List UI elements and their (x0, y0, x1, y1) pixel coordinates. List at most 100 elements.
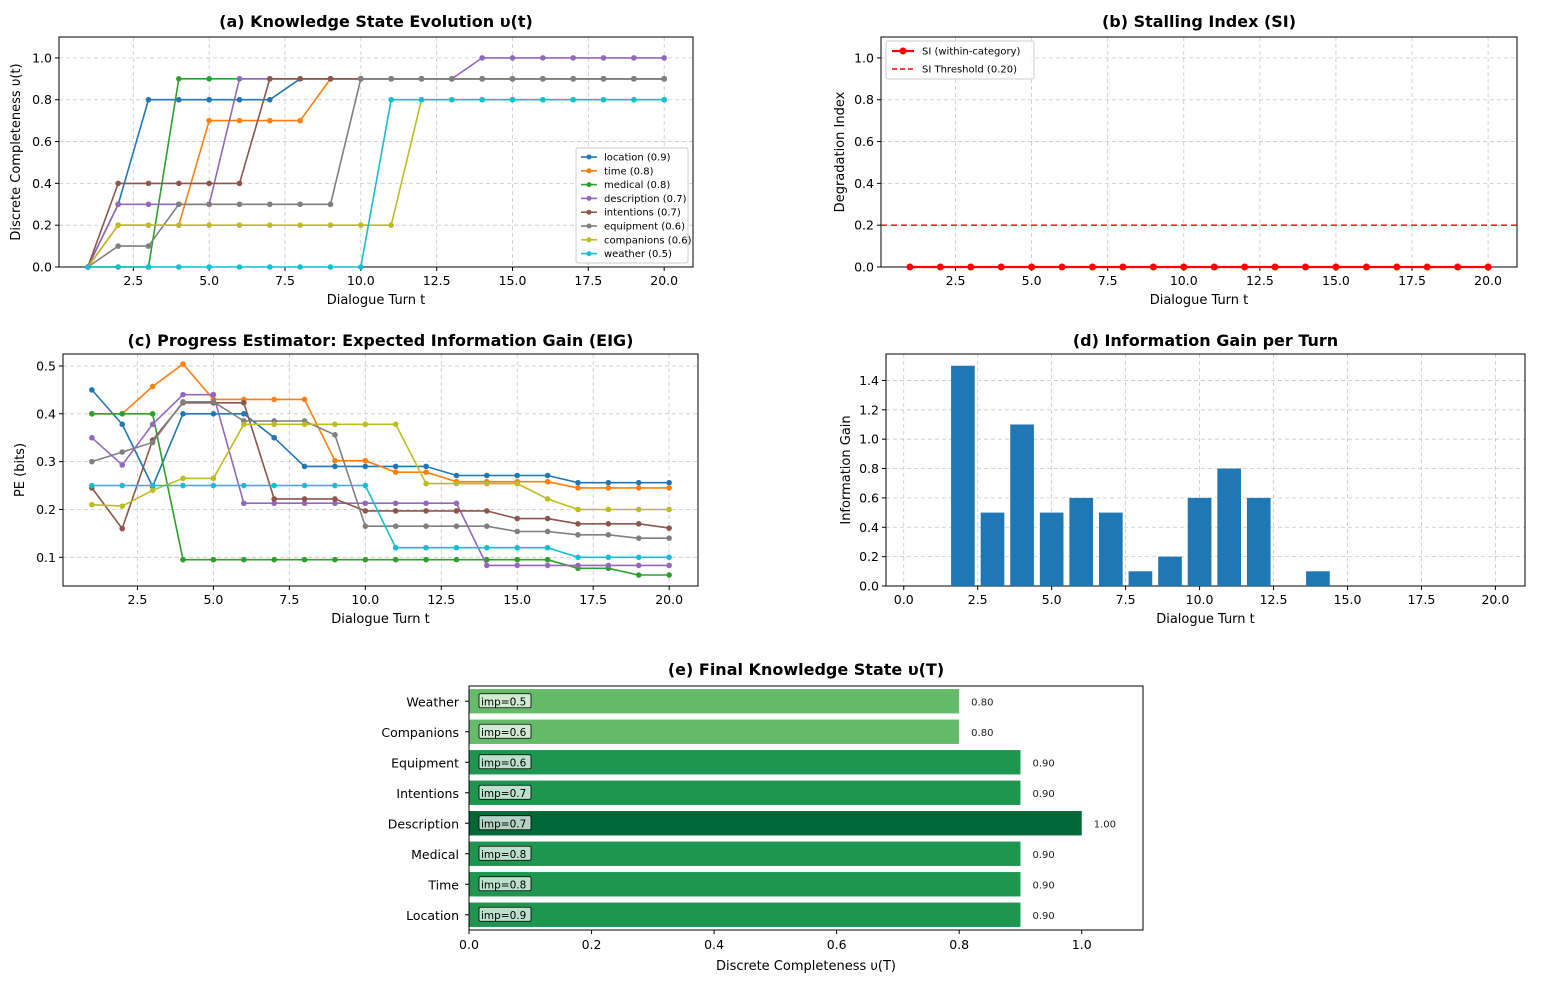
x-tick-label: 0.6 (827, 937, 847, 952)
data-point (267, 264, 273, 270)
data-label: 0.90 (1032, 758, 1054, 769)
chart-d-information-gain: 0.0 2.5 5.0 7.5 10.0 12.5 15.0 17.5 20.0 0.0 0.2 0.… (839, 331, 1526, 627)
bar (1039, 512, 1064, 586)
data-point (484, 508, 490, 514)
y-tick-label: 0.8 (854, 92, 874, 107)
plot-frame (58, 36, 694, 268)
y-tick-label: 1.2 (859, 402, 879, 417)
data-point (1119, 263, 1127, 271)
data-point (631, 76, 637, 82)
legend-marker (586, 237, 592, 243)
data-point (206, 201, 212, 208)
chart-title: (e) Final Knowledge State υ(T) (668, 660, 944, 679)
data-point (544, 472, 551, 479)
data-point (1484, 263, 1492, 271)
legend-marker (586, 251, 592, 257)
data-point (271, 500, 277, 507)
data-point (453, 523, 460, 530)
legend-entry: medical (0.8) (604, 180, 670, 191)
data-point (392, 463, 399, 470)
bar (469, 780, 1021, 805)
data-point (240, 399, 247, 406)
legend-marker (586, 154, 592, 160)
data-point (358, 222, 364, 228)
x-tick-label: 0.0 (459, 937, 479, 952)
data-point (575, 485, 581, 491)
importance-label: imp=0.6 (481, 727, 527, 739)
data-point (210, 482, 217, 489)
legend-entry: intentions (0.7) (604, 208, 681, 219)
chart-a-knowledge-state-evolution: 2.5 5.0 7.5 10.0 12.5 15.0 17.5 20.0 0.0 0.2 0.4 0.… (9, 12, 694, 308)
data-point (210, 556, 217, 563)
importance-badge (478, 906, 532, 922)
bar (469, 719, 960, 744)
bar (469, 841, 1021, 866)
data-point (267, 117, 273, 124)
data-point (362, 482, 369, 489)
data-point (484, 544, 490, 551)
data-point (327, 264, 334, 270)
bar (469, 750, 1021, 775)
data-point (605, 479, 612, 486)
y-tick-label: 1.0 (854, 50, 874, 65)
legend-entry: SI (within-category) (922, 47, 1021, 58)
data-point (575, 479, 581, 486)
x-tick-label: 5.0 (199, 273, 219, 288)
data-point (605, 554, 612, 561)
data-point (453, 556, 460, 563)
data-point (453, 480, 460, 487)
data-point (514, 472, 521, 479)
x-tick-label: 17.5 (1398, 273, 1426, 288)
data-point (149, 421, 156, 428)
importance-label: imp=0.6 (481, 757, 527, 769)
bar (469, 902, 1021, 927)
data-label: 0.90 (1032, 911, 1054, 922)
data-point (301, 396, 308, 403)
importance-badge (478, 876, 532, 892)
x-tick-label: 0.2 (582, 937, 602, 952)
legend-marker (586, 223, 592, 229)
bar (469, 811, 1082, 836)
data-point (362, 523, 369, 530)
x-tick-label: 2.5 (123, 273, 143, 288)
data-point (176, 96, 182, 103)
y-tick-label: Time (427, 877, 459, 892)
data-point (271, 396, 277, 403)
data-point (327, 222, 334, 228)
data-point (332, 432, 338, 438)
data-point (605, 532, 612, 538)
data-point (509, 55, 516, 61)
chart-c-progress-estimator: 2.5 5.0 7.5 10.0 12.5 15.0 17.5 20.0 0.1 0.2 0.3 0.… (13, 331, 699, 627)
data-point (119, 421, 126, 428)
importance-label: imp=0.9 (481, 910, 526, 922)
x-tick-label: 15.0 (503, 592, 531, 607)
data-point (392, 544, 399, 551)
data-point (332, 457, 338, 464)
data-point (392, 469, 399, 475)
x-tick-label: 12.5 (423, 273, 451, 288)
x-tick-label: 10.0 (1186, 592, 1214, 607)
data-point (271, 496, 277, 502)
x-tick-label: 15.0 (1334, 592, 1362, 607)
data-point (967, 263, 975, 271)
x-tick-label: 12.5 (1246, 273, 1274, 288)
series-line (91, 389, 670, 489)
data-point (484, 480, 490, 487)
importance-badge (478, 723, 532, 739)
bar (1306, 571, 1330, 586)
data-point (301, 500, 308, 507)
data-point (605, 506, 612, 513)
data-point (423, 508, 429, 514)
data-point (392, 508, 399, 514)
data-point (666, 479, 672, 486)
data-point (297, 201, 303, 208)
data-point (1180, 263, 1188, 271)
data-point (176, 201, 182, 208)
data-point (453, 472, 460, 479)
data-point (362, 463, 369, 470)
series-description (89, 391, 672, 569)
data-point (1149, 263, 1157, 271)
x-tick-label: 2.5 (127, 592, 147, 607)
data-point (540, 55, 546, 61)
data-point (540, 96, 546, 103)
